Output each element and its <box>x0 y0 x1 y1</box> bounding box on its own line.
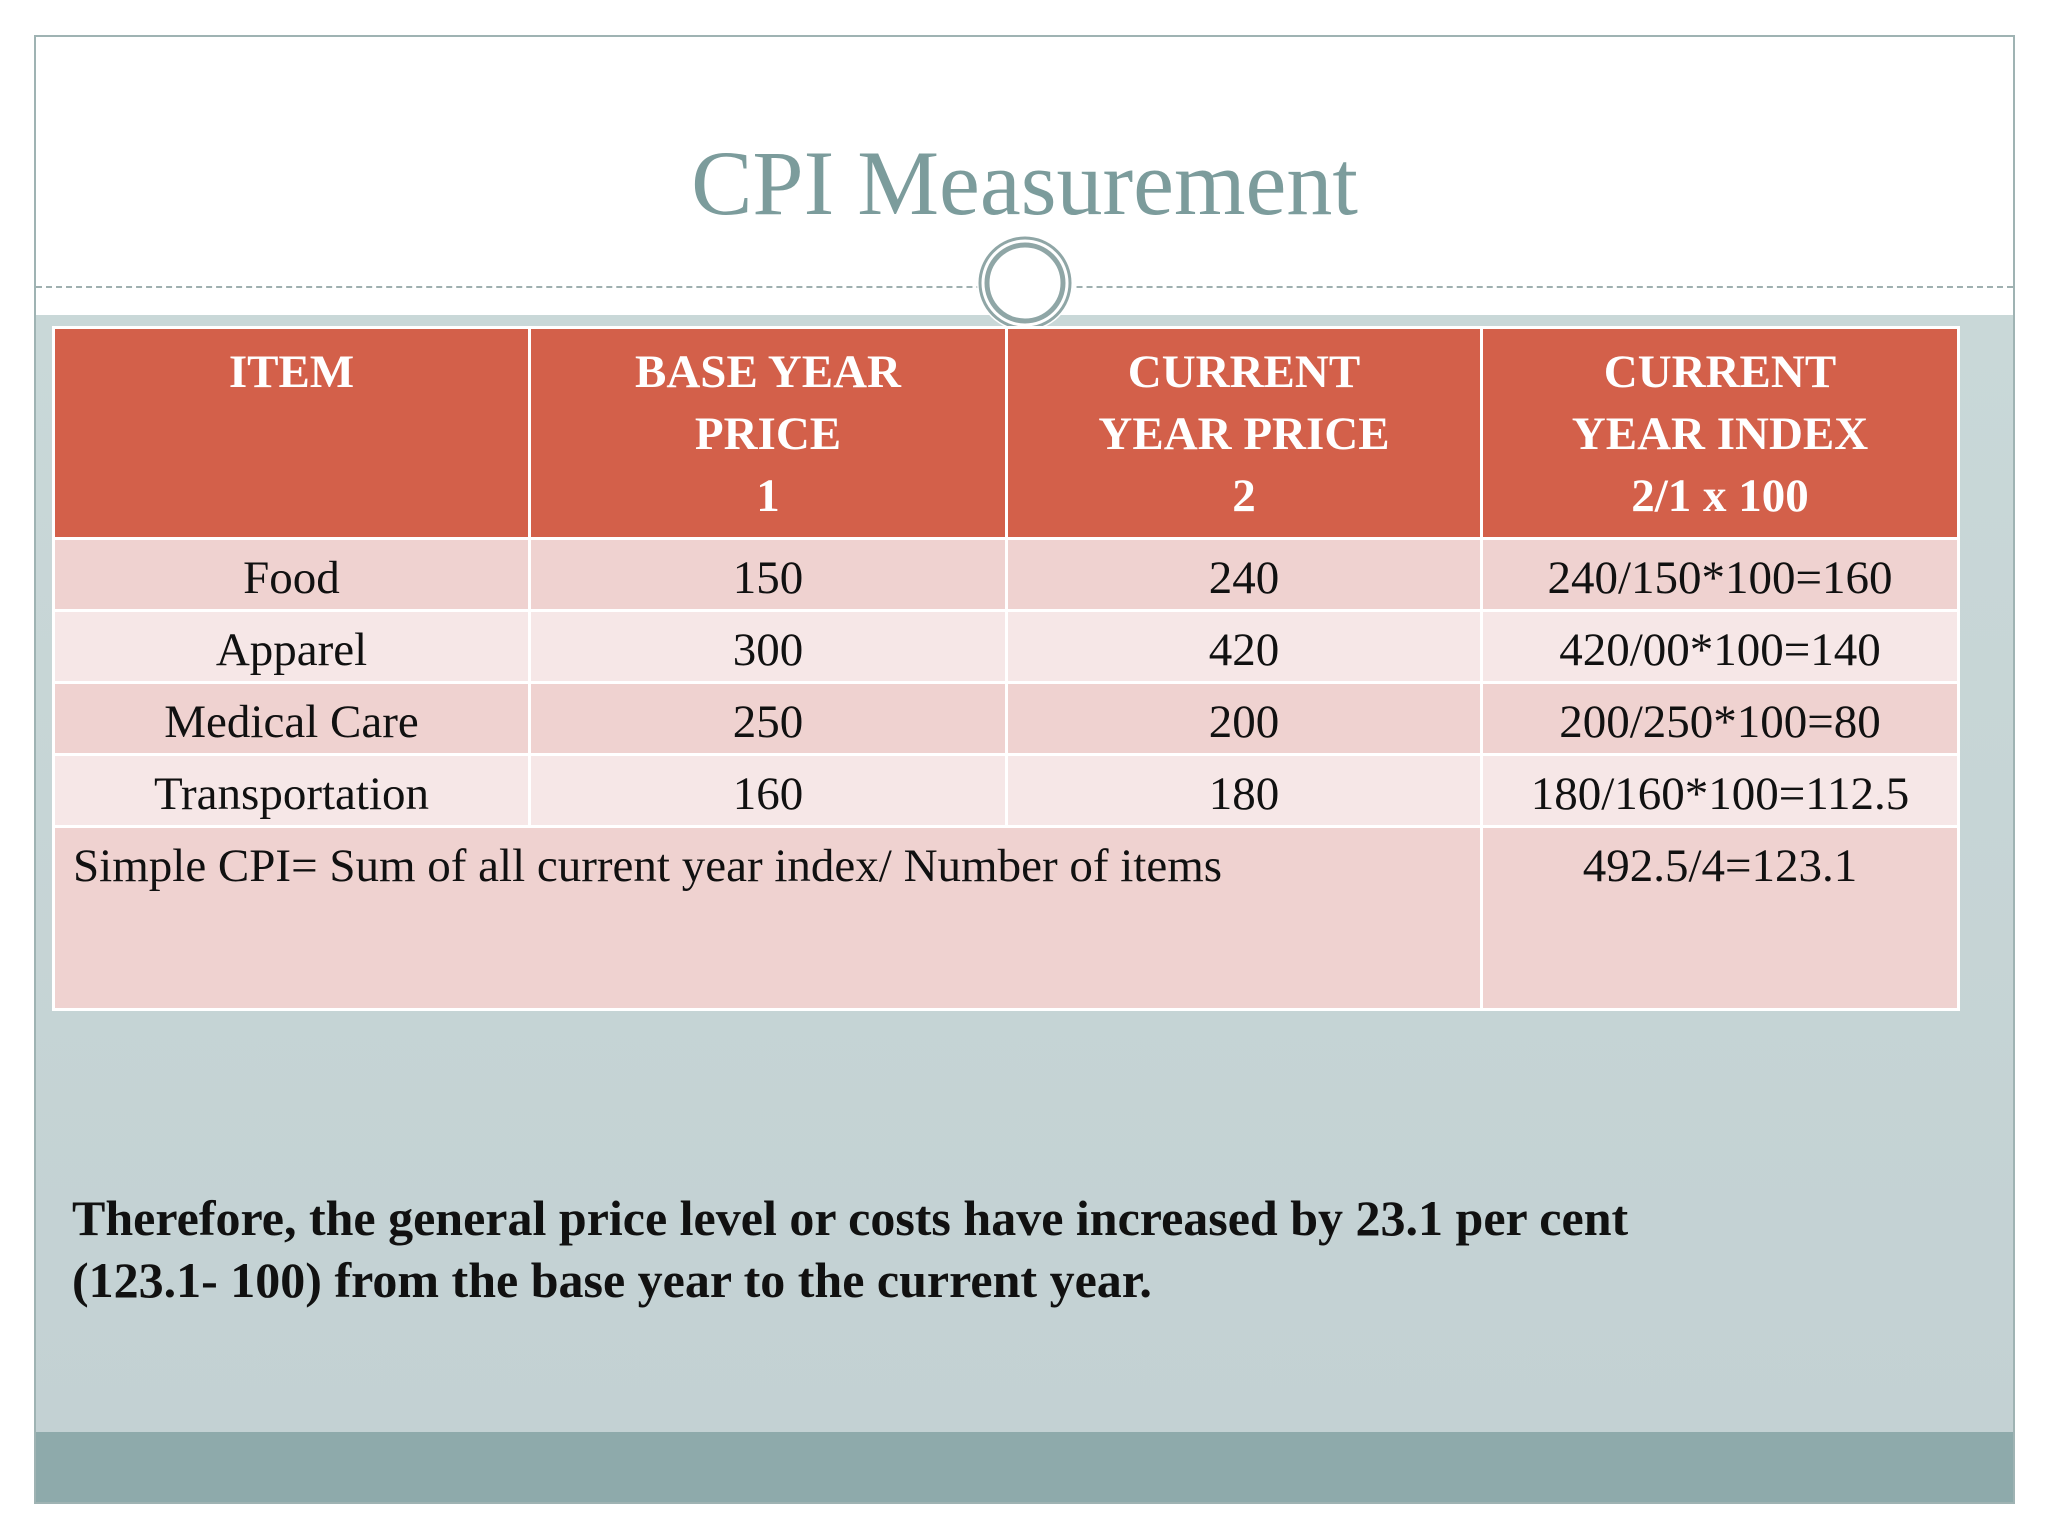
header-cell: ITEM <box>52 326 531 540</box>
header-row: ITEM BASE YEAR PRICE 1 CURRENT YEAR PRICE 2 CUR… <box>52 326 1960 540</box>
header-cell: BASE YEAR PRICE 1 <box>528 326 1008 540</box>
header-line: ITEM <box>228 346 355 398</box>
header-cell: CURRENT YEAR INDEX 2/1 x 100 <box>1480 326 1960 540</box>
table-cell: 250 <box>528 681 1008 757</box>
header-line: PRICE <box>694 408 842 460</box>
conclusion-line: (123.1- 100) from the base year to the c… <box>72 1252 1152 1308</box>
table-cell: 200/250*100=80 <box>1480 681 1960 757</box>
table-row: Transportation 160 180 180/160*100=112.5 <box>52 753 1960 829</box>
table-cell: 200 <box>1005 681 1483 757</box>
header-line: YEAR INDEX <box>1571 408 1869 460</box>
table-cell: 150 <box>528 536 1008 613</box>
header-line: 2/1 x 100 <box>1631 470 1809 522</box>
table-row: Apparel 300 420 420/00*100=140 <box>52 609 1960 685</box>
table-row: Medical Care 250 200 200/250*100=80 <box>52 681 1960 757</box>
slide: CPI Measurement ITEM BASE YEAR PRICE 1 CURRE… <box>34 35 2015 1504</box>
summary-label: Simple CPI= Sum of all current year inde… <box>52 825 1483 1012</box>
table-cell: 420 <box>1005 609 1483 685</box>
table-row: Food 150 240 240/150*100=160 <box>52 536 1960 613</box>
header-cell: CURRENT YEAR PRICE 2 <box>1005 326 1483 540</box>
header-line: 1 <box>756 470 780 522</box>
table-cell: Medical Care <box>52 681 531 757</box>
footer-band <box>36 1432 2013 1502</box>
table-cell: Transportation <box>52 753 531 829</box>
summary-row: Simple CPI= Sum of all current year inde… <box>52 825 1960 1012</box>
table-cell: 160 <box>528 753 1008 829</box>
table-cell: Food <box>52 536 531 613</box>
table-cell: 300 <box>528 609 1008 685</box>
table-body: Food 150 240 240/150*100=160 Apparel 300 420 42… <box>52 536 1960 1012</box>
header-line: CURRENT <box>1127 346 1361 398</box>
header-line: BASE YEAR <box>635 346 901 398</box>
header-line: 2 <box>1232 470 1256 522</box>
table-cell: 240/150*100=160 <box>1480 536 1960 613</box>
table-cell: 420/00*100=140 <box>1480 609 1960 685</box>
summary-value: 492.5/4=123.1 <box>1480 825 1960 1012</box>
cpi-table: ITEM BASE YEAR PRICE 1 CURRENT YEAR PRICE 2 CUR… <box>52 326 1960 1012</box>
table-cell: 180 <box>1005 753 1483 829</box>
header-line: CURRENT <box>1603 346 1837 398</box>
slide-title: CPI Measurement <box>691 132 1358 234</box>
header-line: YEAR PRICE <box>1098 408 1390 460</box>
table-cell: 240 <box>1005 536 1483 613</box>
conclusion-line: Therefore, the general price level or co… <box>72 1190 1629 1246</box>
table-cell: 180/160*100=112.5 <box>1480 753 1960 829</box>
ornament <box>977 235 1073 331</box>
table-cell: Apparel <box>52 609 531 685</box>
conclusion: Therefore, the general price level or co… <box>72 1187 1932 1311</box>
